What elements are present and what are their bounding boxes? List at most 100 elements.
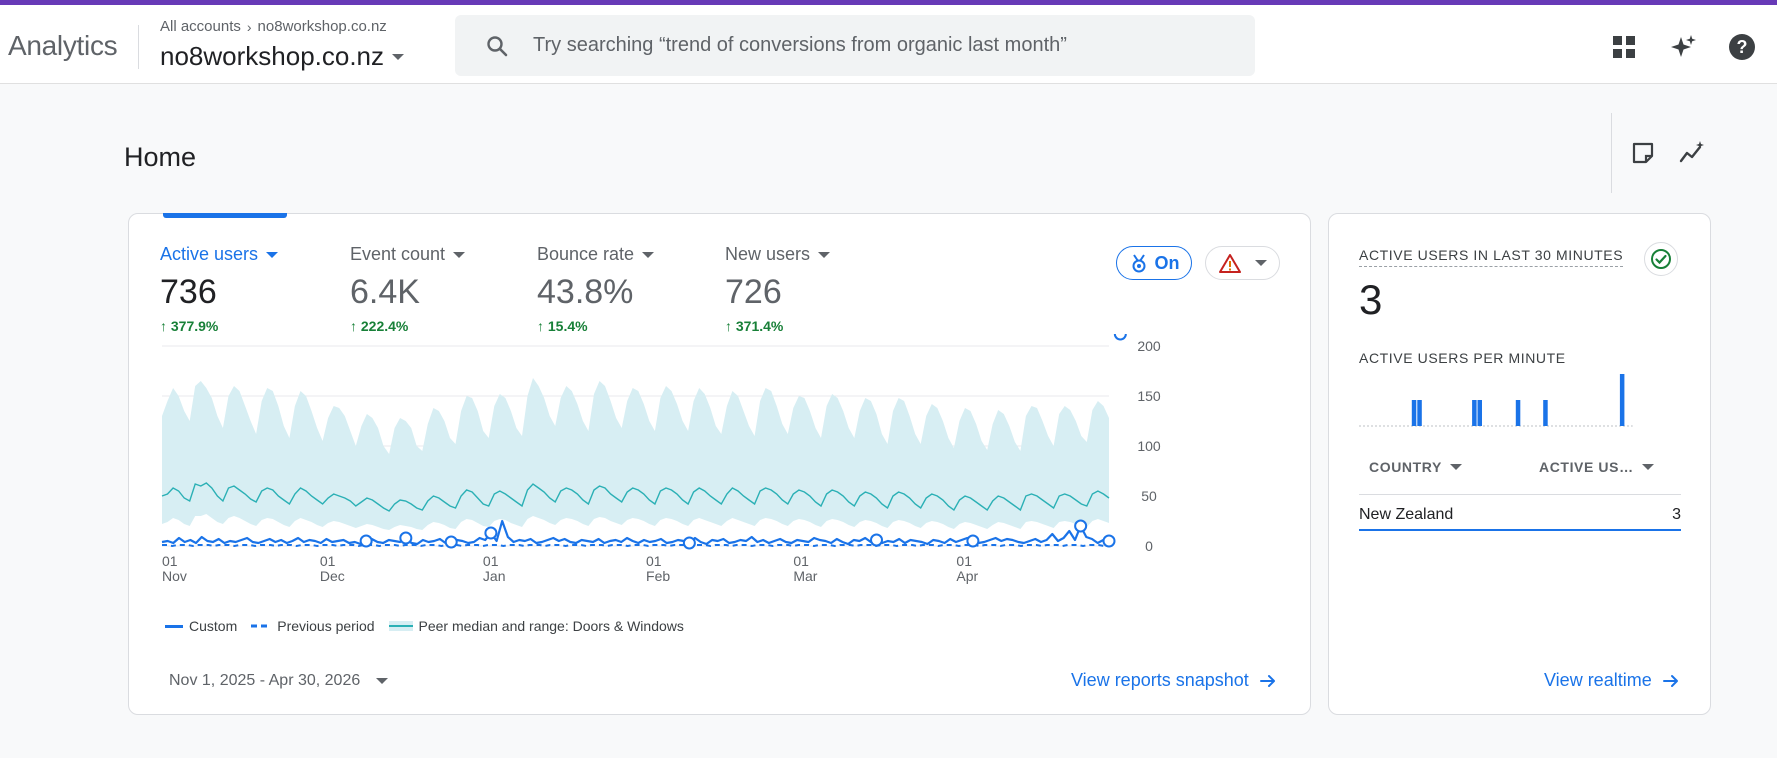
column-label: COUNTRY	[1369, 459, 1442, 475]
metric-delta-value: 377.9%	[170, 318, 219, 334]
notes-icon[interactable]	[1629, 139, 1657, 167]
view-realtime-link[interactable]: View realtime	[1544, 670, 1680, 691]
x-tick-day: 01	[483, 553, 499, 569]
app-name: Analytics	[8, 30, 118, 61]
metric-label: Active users	[160, 244, 259, 264]
breadcrumb-account[interactable]: no8workshop.co.nz	[257, 18, 387, 35]
legend-item-custom[interactable]: Custom	[165, 618, 237, 634]
x-tick-month: Dec	[320, 568, 345, 584]
legend-item-previous[interactable]: Previous period	[251, 618, 375, 634]
anomaly-marker	[359, 534, 373, 548]
data-quality-dropdown[interactable]	[1205, 246, 1280, 280]
per-minute-bar	[1619, 374, 1625, 426]
metric-value: 726	[725, 273, 782, 311]
x-tick-day: 01	[646, 553, 662, 569]
metric-label: Event count	[350, 244, 446, 264]
realtime-value: 3	[1359, 276, 1383, 323]
realtime-title[interactable]: ACTIVE USERS IN LAST 30 MINUTES	[1359, 247, 1624, 267]
header-divider	[138, 25, 139, 69]
metric-bounce-rate[interactable]: Bounce rate 43.8% ↑ 15.4%	[537, 244, 655, 334]
chart-legend: Custom Previous period Peer median and r…	[165, 618, 684, 634]
chevron-down-icon	[266, 251, 279, 258]
view-reports-snapshot-link[interactable]: View reports snapshot	[1071, 670, 1277, 691]
metric-delta: ↑ 222.4%	[350, 318, 409, 334]
link-label: View realtime	[1544, 670, 1652, 690]
top-bar: Analytics All accounts › no8workshop.co.…	[0, 5, 1777, 84]
benchmark-label: On	[1154, 252, 1180, 273]
anomaly-marker	[484, 526, 498, 540]
x-tick-day: 01	[320, 553, 336, 569]
svg-text:?: ?	[1737, 37, 1748, 57]
search-bar[interactable]	[455, 15, 1255, 76]
anomaly-marker	[682, 536, 696, 550]
x-tick-month: Apr	[956, 568, 978, 584]
legend-label: Custom	[189, 618, 238, 634]
table-row[interactable]: New Zealand 3	[1359, 501, 1681, 531]
metric-event-count[interactable]: Event count 6.4K ↑ 222.4%	[350, 244, 466, 334]
legend-swatch	[388, 621, 413, 631]
metric-label: New users	[725, 244, 811, 264]
metric-delta: ↑ 15.4%	[537, 318, 588, 334]
legend-label: Peer median and range: Doors & Windows	[418, 618, 684, 634]
y-tick-label: 0	[1145, 538, 1153, 554]
x-tick-month: Nov	[162, 568, 187, 584]
chevron-down-icon	[1449, 464, 1462, 470]
date-range-label: Nov 1, 2025 - Apr 30, 2026	[169, 672, 361, 689]
apps-grid-icon[interactable]	[1610, 33, 1638, 61]
value-cell: 3	[1672, 506, 1681, 523]
warning-icon	[1218, 254, 1241, 273]
brand-stripe	[0, 0, 1777, 5]
property-selector[interactable]: no8workshop.co.nz	[160, 41, 405, 72]
legend-item-peer[interactable]: Peer median and range: Doors & Windows	[388, 618, 684, 634]
table-divider	[1359, 494, 1681, 495]
breadcrumb-root[interactable]: All accounts	[160, 18, 241, 35]
country-cell: New Zealand	[1359, 506, 1454, 523]
anomaly-marker	[444, 535, 458, 549]
y-tick-label: 150	[1137, 388, 1161, 404]
peer-range-band	[162, 378, 1109, 530]
metric-value: 736	[160, 273, 217, 311]
active-tab-indicator	[163, 213, 287, 218]
sparkle-icon[interactable]	[1669, 33, 1697, 61]
x-tick-day: 01	[793, 553, 809, 569]
toolbar-divider	[1611, 113, 1612, 193]
per-minute-bar	[1477, 400, 1482, 426]
search-input[interactable]	[533, 34, 1213, 57]
metric-active-users[interactable]: Active users 736 ↑ 377.9%	[160, 244, 279, 334]
chevron-down-icon	[392, 53, 405, 60]
metric-value: 43.8%	[537, 273, 634, 311]
x-tick-day: 01	[956, 553, 972, 569]
x-tick-month: Mar	[793, 568, 817, 584]
metric-delta-value: 222.4%	[360, 318, 409, 334]
link-label: View reports snapshot	[1071, 670, 1249, 690]
chevron-down-icon	[818, 251, 831, 258]
legend-swatch	[251, 624, 272, 628]
anomaly-marker	[870, 533, 884, 547]
per-minute-bar	[1543, 400, 1548, 426]
active-users-chart[interactable]: 20015010050001Nov01Dec01Jan01Feb01Mar01A…	[149, 334, 1289, 614]
anomaly-marker	[1102, 534, 1116, 548]
per-minute-bar-chart	[1359, 374, 1633, 427]
country-column-header[interactable]: COUNTRY	[1369, 459, 1462, 475]
help-icon[interactable]: ?	[1728, 33, 1756, 61]
active-users-column-header[interactable]: ACTIVE US…	[1539, 459, 1654, 475]
date-range-selector[interactable]: Nov 1, 2025 - Apr 30, 2026	[169, 672, 389, 690]
chevron-down-icon	[642, 251, 655, 258]
per-minute-bar	[1472, 400, 1477, 426]
metric-new-users[interactable]: New users 726 ↑ 371.4%	[725, 244, 831, 334]
breadcrumb: All accounts › no8workshop.co.nz	[160, 18, 387, 35]
per-minute-bar	[1515, 400, 1521, 426]
benchmark-toggle[interactable]: On	[1116, 246, 1192, 280]
chevron-down-icon	[376, 678, 389, 684]
insights-icon[interactable]	[1678, 139, 1706, 167]
metric-delta: ↑ 371.4%	[725, 318, 784, 334]
per-minute-bar	[1411, 400, 1417, 426]
y-tick-label: 100	[1137, 438, 1161, 454]
y-tick-label: 200	[1137, 338, 1161, 354]
column-label: ACTIVE US…	[1539, 459, 1634, 475]
legend-swatch	[165, 624, 183, 628]
anomaly-marker	[399, 531, 413, 545]
anomaly-marker	[1113, 334, 1127, 341]
legend-label: Previous period	[277, 618, 375, 634]
status-check-icon	[1644, 242, 1678, 276]
